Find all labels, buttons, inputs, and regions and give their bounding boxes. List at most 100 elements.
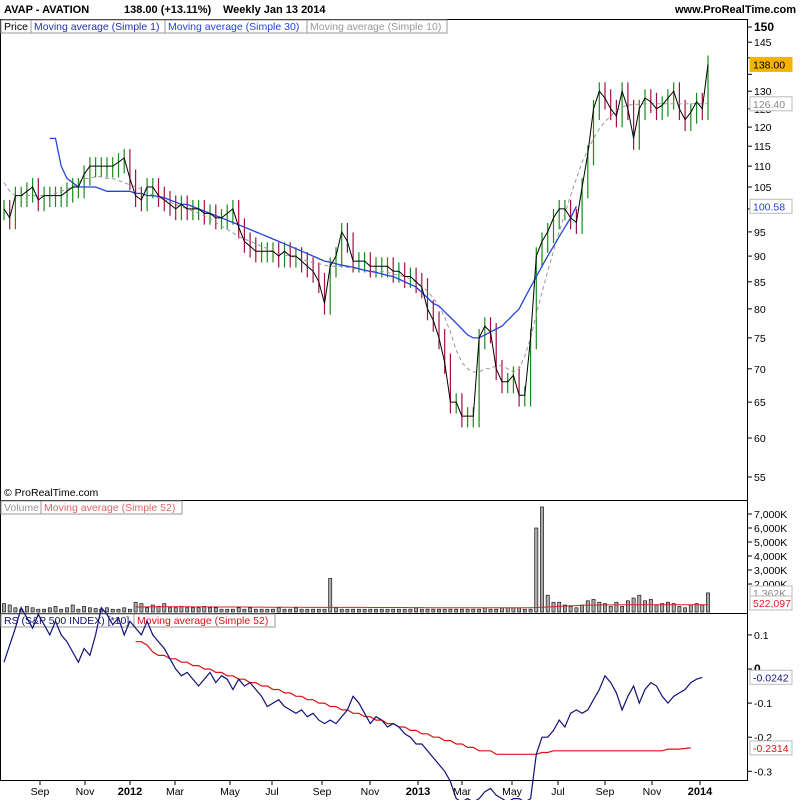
- volume-bar: [65, 607, 69, 613]
- x-tick-label: 2012: [118, 786, 142, 798]
- volume-bar: [391, 608, 396, 613]
- price-tick-label: 95: [754, 227, 766, 239]
- volume-bar: [351, 608, 356, 613]
- volume-bar: [139, 603, 144, 613]
- volume-bar: [419, 608, 424, 613]
- x-tick-label: Sep: [596, 786, 615, 798]
- volume-bar: [671, 603, 676, 613]
- volume-bar: [557, 601, 562, 613]
- volume-bar: [276, 607, 281, 613]
- price-tick-label: 55: [754, 472, 766, 484]
- volume-bar: [334, 607, 338, 613]
- volume-bar: [42, 608, 47, 613]
- rs-tick-label: -0.1: [754, 698, 772, 710]
- volume-bar: [185, 607, 190, 613]
- volume-bar: [362, 608, 367, 613]
- legend-rs-ma: Moving average (Simple 52): [137, 615, 268, 627]
- price-tick-label: 80: [754, 304, 766, 316]
- volume-bar: [374, 608, 378, 613]
- volume-bar: [517, 607, 522, 613]
- volume-legend: Volume Moving average (Simple 52): [0, 500, 183, 515]
- x-tick-label: Jul: [551, 786, 564, 798]
- volume-bar: [30, 607, 35, 613]
- last-rs-label: -0.0242: [753, 672, 789, 684]
- volume-bar: [2, 603, 6, 613]
- volume-bar: [7, 604, 12, 613]
- rs-layer: [3, 606, 703, 800]
- x-tick-label: Sep: [313, 786, 332, 798]
- volume-bar: [293, 607, 298, 613]
- volume-bar: [93, 608, 98, 613]
- volume-bar: [580, 604, 585, 613]
- volume-bar: [597, 601, 602, 613]
- volume-bar: [688, 604, 693, 613]
- volume-bar: [271, 608, 275, 613]
- volume-bar: [660, 603, 665, 613]
- price-tick-label: 145: [754, 37, 772, 49]
- price-tick-label: 120: [754, 122, 772, 134]
- x-tick-label: Sep: [31, 786, 50, 798]
- volume-bar: [53, 606, 58, 613]
- volume-bar: [442, 608, 447, 613]
- last-sma10-label-box: [749, 96, 793, 112]
- price-tick-label: 70: [754, 364, 766, 376]
- x-tick-label: Nov: [361, 786, 380, 798]
- volume-bar: [24, 606, 29, 613]
- volume-bar: [13, 607, 18, 613]
- volume-tick-label: 7,000K: [754, 509, 787, 521]
- volume-bar: [534, 527, 539, 613]
- volume-bar: [248, 607, 253, 613]
- last-sma10-label: 126.40: [753, 99, 785, 111]
- sma30-line: [49, 137, 577, 339]
- volume-bar: [505, 607, 510, 613]
- volume-bar: [585, 600, 590, 613]
- volume-bar: [328, 578, 333, 613]
- rs-tick-label: -0.3: [754, 766, 772, 778]
- rs-legend: RS (S&P 500 INDEX) [*10] Moving average …: [0, 613, 276, 628]
- volume-bar: [425, 608, 430, 613]
- volume-bar: [471, 608, 476, 613]
- volume-bar: [603, 603, 607, 613]
- legend-sma30: Moving average (Simple 30): [168, 21, 299, 33]
- last-volume-ma-label: 522,097: [753, 598, 791, 610]
- volume-bar: [482, 607, 487, 613]
- x-tick-label: Nov: [643, 786, 662, 798]
- price-tick-label: 60: [754, 433, 766, 445]
- volume-bar: [316, 608, 321, 613]
- legend-sma10: Moving average (Simple 10): [310, 21, 441, 33]
- volume-bar: [683, 607, 688, 613]
- last-rs-ma-label: -0.2314: [753, 743, 789, 755]
- volume-bar: [305, 608, 310, 613]
- volume-bar: [568, 606, 573, 613]
- x-tick-label: May: [502, 786, 523, 798]
- axis-layer: 5560657075808590951001051101151201251301…: [31, 20, 793, 798]
- volume-bar: [173, 607, 178, 613]
- price-tick-label: 75: [754, 333, 766, 345]
- volume-bar: [128, 608, 132, 613]
- price-tick-label: 105: [754, 182, 772, 194]
- volume-bar: [677, 606, 682, 613]
- volume-tick-label: 5,000K: [754, 537, 787, 549]
- volume-bar: [299, 608, 304, 613]
- price-tick-label: 85: [754, 277, 766, 289]
- volume-bar: [36, 608, 41, 613]
- x-tick-label: Mar: [453, 786, 472, 798]
- sma10-line: [3, 103, 708, 373]
- volume-bar: [59, 608, 64, 613]
- x-tick-label: Mar: [166, 786, 185, 798]
- volume-bar: [122, 607, 127, 613]
- volume-bar: [242, 608, 247, 613]
- volume-bar: [162, 603, 167, 613]
- price-tick-label: 90: [754, 251, 766, 263]
- volume-bar: [620, 606, 625, 613]
- volume-bar: [259, 608, 264, 613]
- volume-bar: [488, 608, 493, 613]
- volume-bar: [637, 594, 642, 613]
- price-panel-frame: [0, 19, 748, 501]
- volume-bar: [110, 608, 115, 613]
- volume-bar: [82, 606, 87, 613]
- volume-bar: [545, 594, 550, 613]
- volume-bar: [694, 603, 699, 613]
- volume-bar: [643, 600, 647, 613]
